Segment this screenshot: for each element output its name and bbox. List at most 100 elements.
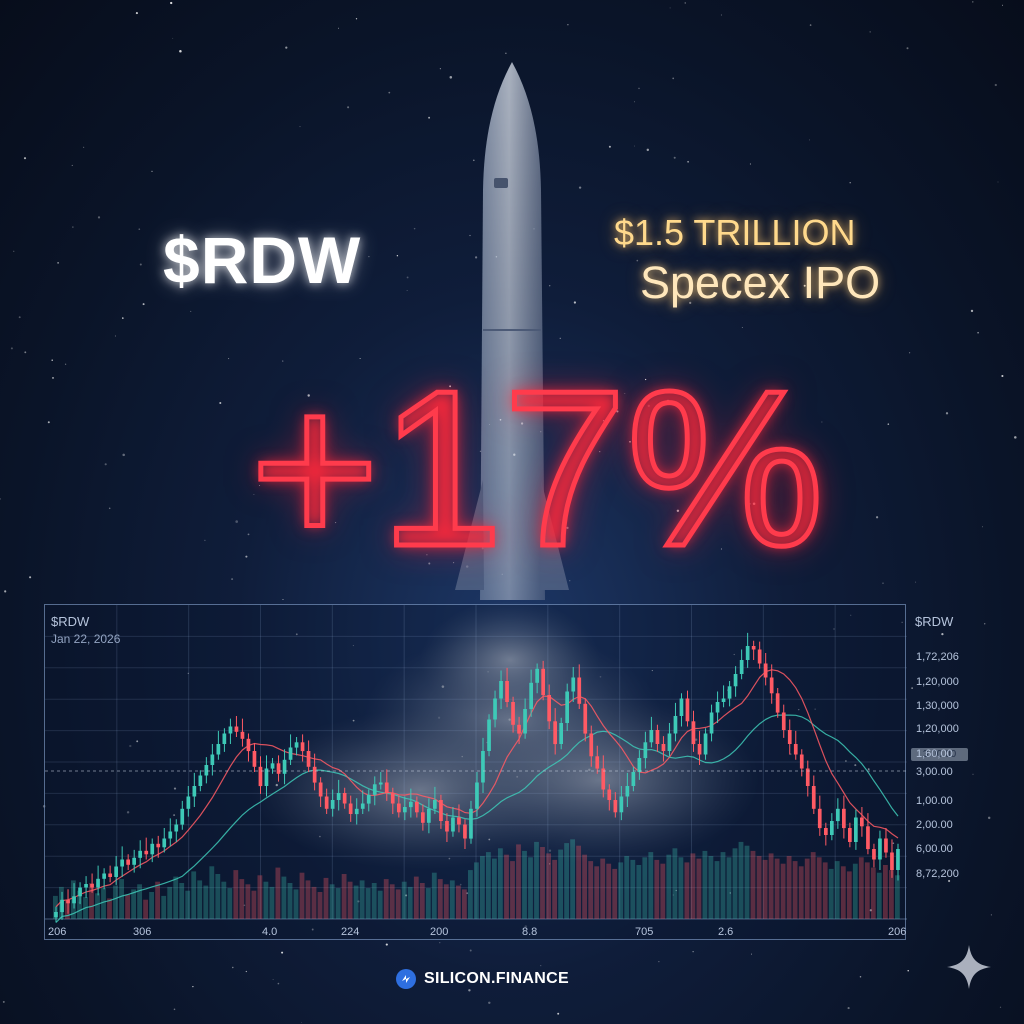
candle-body <box>535 668 539 683</box>
star <box>138 228 141 231</box>
candle-body <box>727 686 732 699</box>
star <box>676 509 680 513</box>
star <box>469 949 472 952</box>
candle <box>294 737 299 756</box>
candle-body <box>890 852 894 870</box>
star <box>599 451 601 453</box>
y-tick-label: 8,72,200 <box>916 868 959 880</box>
candle-body <box>781 712 786 730</box>
candle-body <box>270 763 275 769</box>
volume-bar <box>570 839 575 919</box>
candle <box>577 664 582 709</box>
candle <box>415 796 419 818</box>
x-tick-label: 2.6 <box>718 926 734 938</box>
candle-body <box>216 744 221 755</box>
candle-body <box>577 677 582 704</box>
candle <box>475 772 479 817</box>
volume-bar <box>558 849 563 919</box>
candle <box>799 749 804 777</box>
candle-body <box>433 800 437 809</box>
star <box>666 399 670 402</box>
star <box>644 378 647 381</box>
star <box>987 816 991 820</box>
candle <box>150 838 155 863</box>
candle-body <box>619 796 624 813</box>
candle-body <box>240 731 245 739</box>
volume-bar <box>468 870 473 919</box>
candle-body <box>54 912 58 918</box>
star <box>845 760 847 762</box>
star <box>388 91 391 94</box>
volume-bar <box>335 888 341 919</box>
candle-body <box>763 663 768 678</box>
volume-bar <box>720 852 726 919</box>
volume-bar <box>864 862 870 919</box>
star <box>809 24 812 26</box>
candle-body <box>102 873 106 879</box>
volume-bar <box>311 886 317 919</box>
candle <box>757 641 762 669</box>
volume-bar <box>498 848 503 919</box>
volume-bar <box>329 884 335 919</box>
candle <box>300 734 305 762</box>
volume-bar <box>714 861 720 919</box>
candle <box>619 786 624 821</box>
star <box>559 337 561 339</box>
star <box>72 226 74 228</box>
x-tick-label: 4.0 <box>262 926 278 938</box>
candle <box>439 794 443 829</box>
star <box>994 83 997 87</box>
star <box>347 106 350 109</box>
candle <box>896 843 900 881</box>
candle <box>156 835 161 858</box>
star <box>247 533 250 536</box>
volume-bar <box>65 901 70 919</box>
star <box>911 687 913 689</box>
volume-bar <box>443 884 449 919</box>
volume-bar <box>317 892 323 919</box>
candle <box>836 798 840 829</box>
candle-body <box>595 756 600 769</box>
star <box>245 970 247 973</box>
volume-bar <box>401 881 407 919</box>
candle-body <box>463 824 467 839</box>
candle-body <box>655 730 660 744</box>
candle <box>384 769 389 801</box>
star <box>882 582 884 584</box>
candle-body <box>108 873 112 877</box>
star <box>908 352 911 354</box>
candle-body <box>830 821 834 835</box>
candle-body <box>523 709 527 734</box>
candle-body <box>445 821 449 832</box>
candle-body <box>451 817 455 832</box>
volume-bar <box>179 883 185 919</box>
star <box>97 216 101 219</box>
candle-body <box>529 682 533 710</box>
candle-body <box>439 800 443 821</box>
volume-bar <box>834 861 840 919</box>
candle-body <box>673 716 678 734</box>
star <box>977 331 979 334</box>
volume-bar <box>883 865 888 919</box>
star <box>869 31 871 33</box>
candle <box>186 786 191 817</box>
candle-body <box>703 733 708 755</box>
star <box>548 863 551 865</box>
candle <box>625 772 630 807</box>
candle <box>90 873 94 893</box>
star <box>833 628 835 630</box>
candle-body <box>842 808 846 829</box>
star <box>567 24 569 26</box>
candle <box>126 854 130 870</box>
candle <box>366 789 371 812</box>
star <box>281 951 284 954</box>
candle-body <box>799 754 804 769</box>
star <box>675 889 677 892</box>
volume-bar <box>648 852 654 919</box>
candle-body <box>324 796 329 809</box>
star <box>990 914 993 916</box>
candle <box>529 669 533 717</box>
star <box>479 450 482 453</box>
volume-bar <box>564 843 569 919</box>
star <box>18 316 21 319</box>
